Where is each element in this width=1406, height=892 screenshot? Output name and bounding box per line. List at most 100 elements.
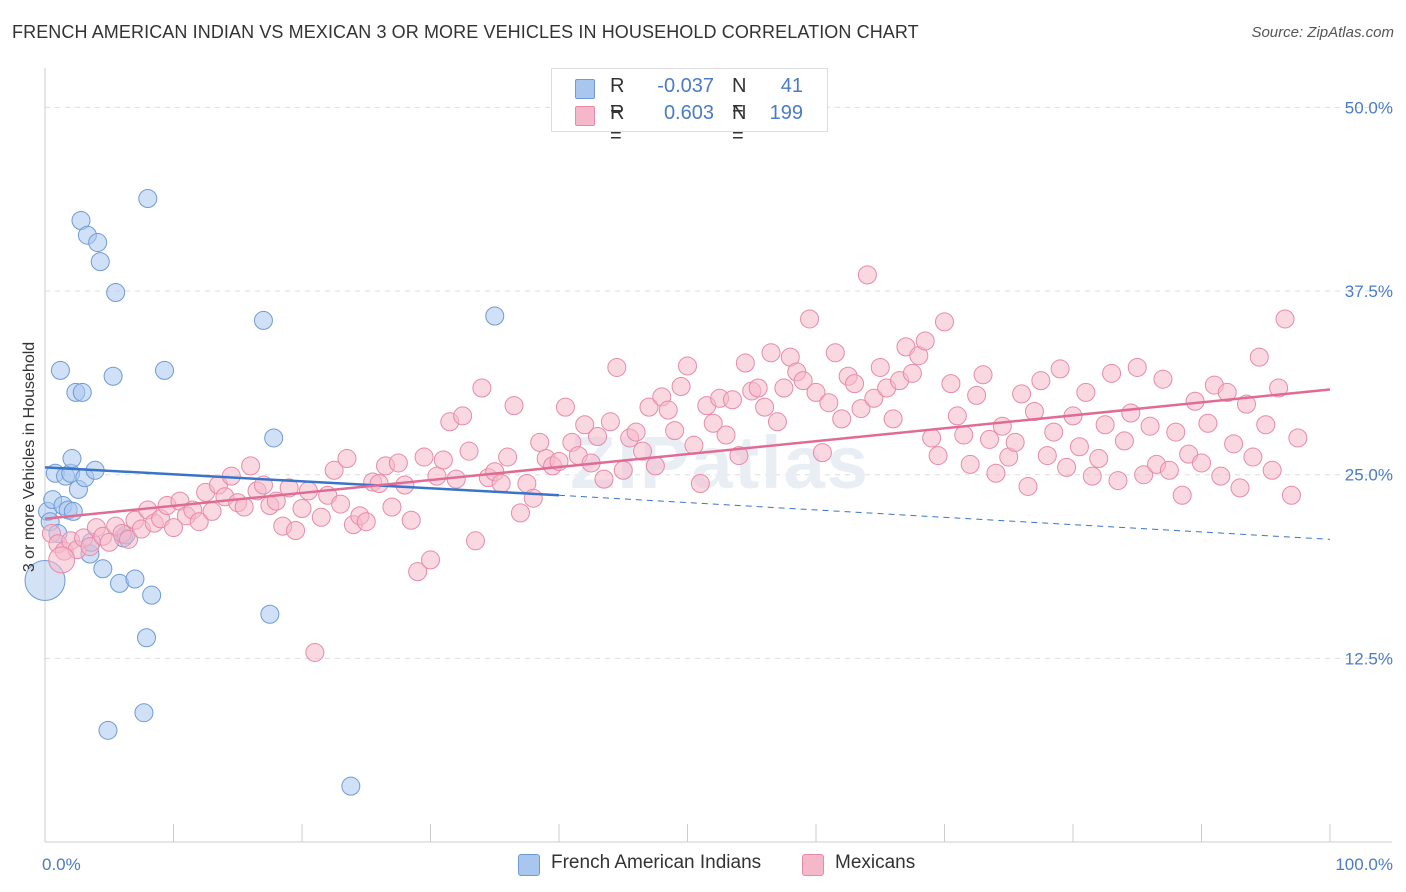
point-mexican	[928, 446, 948, 466]
point-french-american-indian	[90, 252, 110, 272]
legend-label-mexicans: Mexicans	[835, 852, 916, 873]
point-mexican	[1044, 422, 1064, 442]
point-mexican	[992, 416, 1012, 436]
y-axis-label: 3 or more Vehicles in Household	[21, 342, 38, 572]
point-mexican	[832, 409, 852, 429]
point-mexican	[761, 343, 781, 363]
point-mexican	[1224, 434, 1244, 454]
r-value: -0.037	[657, 75, 714, 97]
point-mexican	[1249, 347, 1269, 367]
y-tick-label: 50.0%	[1345, 98, 1393, 117]
point-mexican	[555, 397, 575, 417]
axes	[44, 68, 1392, 843]
point-french-american-indian	[106, 283, 126, 303]
point-mexican	[530, 432, 550, 452]
point-french-american-indian	[88, 233, 108, 253]
point-french-american-indian	[260, 604, 280, 624]
point-mexican	[722, 390, 742, 410]
point-french-american-indian	[93, 559, 113, 579]
point-mexican	[1288, 428, 1308, 448]
point-mexican	[1076, 382, 1096, 402]
point-mexican	[1102, 363, 1122, 383]
n-value: 41	[780, 75, 803, 97]
point-mexican	[870, 357, 890, 377]
point-french-american-indian	[62, 449, 82, 469]
legend-label-french: French American Indians	[551, 852, 762, 873]
point-mexican	[164, 518, 183, 538]
point-mexican	[678, 356, 697, 376]
point-mexican	[286, 521, 306, 541]
point-mexican	[427, 466, 447, 486]
r-label: R =	[610, 75, 625, 120]
point-mexican	[1262, 460, 1282, 480]
point-mexican	[690, 474, 710, 494]
series-french-american-indians	[24, 188, 505, 796]
point-mexican	[1082, 466, 1102, 486]
point-mexican	[414, 447, 434, 467]
point-mexican	[433, 450, 453, 470]
point-mexican	[755, 397, 775, 417]
point-mexican	[793, 371, 813, 391]
y-tick-label: 37.5%	[1345, 282, 1393, 301]
y-tick-label: 12.5%	[1345, 649, 1393, 668]
point-mexican	[279, 478, 299, 498]
gridlines	[45, 106, 1392, 659]
r-label: R =	[610, 102, 625, 147]
point-mexican	[1121, 403, 1141, 423]
point-mexican	[671, 377, 691, 397]
point-mexican	[241, 456, 261, 476]
point-mexican	[1236, 394, 1256, 414]
point-mexican	[1275, 309, 1295, 329]
point-mexican	[954, 425, 974, 445]
point-mexican	[626, 422, 646, 442]
point-mexican	[729, 446, 749, 466]
point-mexican	[1243, 447, 1263, 467]
point-mexican	[960, 454, 980, 474]
point-mexican	[408, 562, 428, 582]
point-mexican	[902, 363, 922, 383]
trend-lines	[44, 388, 1331, 540]
point-mexican	[665, 421, 685, 441]
point-mexican	[1037, 446, 1057, 466]
series-legend: French American Indians Mexicans	[0, 852, 1406, 878]
legend-swatch-mexicans	[802, 854, 824, 876]
point-mexican	[421, 550, 440, 570]
point-mexican	[1198, 413, 1218, 433]
point-mexican	[774, 378, 794, 398]
point-mexican	[735, 353, 755, 373]
point-mexican	[800, 309, 820, 329]
point-mexican	[947, 406, 967, 426]
point-mexican	[851, 399, 871, 419]
point-mexican	[401, 510, 421, 530]
point-french-american-indian	[72, 382, 92, 402]
point-mexican	[234, 497, 254, 517]
point-mexican	[658, 400, 678, 420]
point-mexican	[645, 456, 665, 476]
point-mexican	[1192, 453, 1211, 473]
point-mexican	[915, 331, 935, 351]
point-mexican	[748, 378, 768, 398]
point-french-american-indian	[142, 585, 162, 605]
point-mexican	[825, 343, 845, 363]
point-mexican	[119, 529, 139, 549]
point-mexican	[459, 441, 479, 461]
point-mexican	[1031, 371, 1051, 391]
point-mexican	[1095, 415, 1115, 435]
point-mexican	[382, 497, 402, 517]
point-mexican	[331, 494, 351, 514]
point-mexican	[857, 265, 877, 285]
trend-line-french-extension	[558, 494, 1331, 540]
point-mexican	[1217, 382, 1237, 402]
point-mexican	[491, 474, 511, 494]
point-mexican	[588, 426, 608, 446]
point-mexican	[465, 531, 485, 551]
n-value: 199	[769, 102, 803, 124]
point-mexican	[1018, 476, 1038, 496]
y-tick-label: 25.0%	[1345, 466, 1393, 485]
point-mexican	[1050, 359, 1070, 379]
point-mexican	[1211, 466, 1231, 486]
point-mexican	[883, 409, 903, 429]
point-mexican	[292, 498, 312, 518]
point-french-american-indian	[485, 306, 505, 326]
